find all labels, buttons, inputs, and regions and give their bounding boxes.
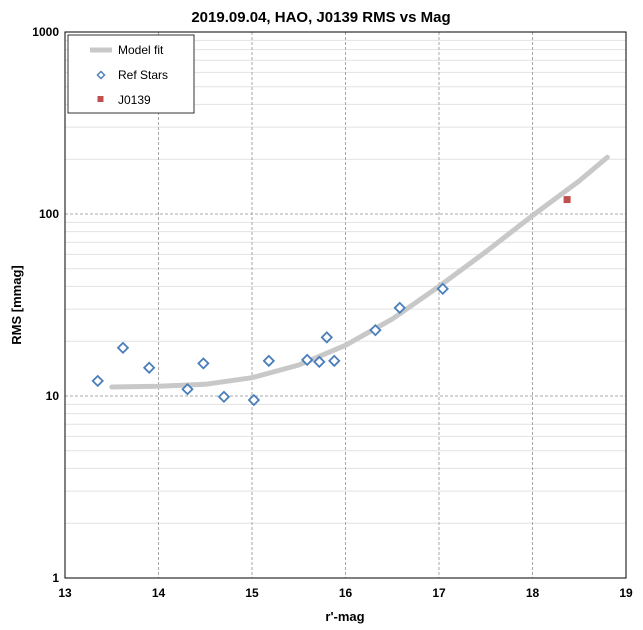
ref-star-point xyxy=(116,341,130,355)
ref-star-point xyxy=(369,323,382,337)
legend-box xyxy=(67,34,195,114)
legend-j0139-swatch xyxy=(97,96,104,102)
x-tick-label: 16 xyxy=(339,586,353,600)
plot-area-border xyxy=(64,31,627,579)
ref-star-point xyxy=(91,374,104,388)
grid xyxy=(65,32,626,578)
x-tick-label: 14 xyxy=(152,586,166,600)
ref-star-point xyxy=(328,354,341,368)
y-tick-label: 1000 xyxy=(32,25,59,39)
legend-model-fit-label: Model fit xyxy=(118,43,164,57)
x-axis-label: r'-mag xyxy=(325,609,364,624)
legend-j0139-label: J0139 xyxy=(118,93,151,107)
model-fit-layer xyxy=(109,154,610,390)
legend-ref-stars-swatch xyxy=(96,70,106,80)
x-tick-label: 15 xyxy=(245,586,259,600)
y-tick-label: 1 xyxy=(52,571,59,585)
x-tick-label: 17 xyxy=(432,586,446,600)
ref-star-point xyxy=(300,353,314,367)
ref-star-point xyxy=(217,390,231,404)
ref-star-point xyxy=(262,354,276,368)
y-axis-label: RMS [mmag] xyxy=(9,265,24,344)
ref-star-point xyxy=(142,361,156,374)
x-tick-label: 19 xyxy=(619,586,633,600)
ref-star-point xyxy=(313,355,326,369)
model-fit-line xyxy=(109,154,610,390)
j0139-point xyxy=(563,196,571,204)
ref-star-point xyxy=(181,382,194,396)
ref-star-point xyxy=(436,282,449,296)
points-layer xyxy=(91,196,571,407)
tick-labels: 13 14 15 16 17 18 19 1 10 100 1000 xyxy=(32,25,633,600)
x-tick-label: 18 xyxy=(526,586,540,600)
ref-star-point xyxy=(393,301,406,315)
chart-title: 2019.09.04, HAO, J0139 RMS vs Mag xyxy=(191,9,450,26)
y-tick-label: 10 xyxy=(46,389,60,403)
legend-ref-stars-label: Ref Stars xyxy=(118,68,168,82)
legend: Model fit Ref Stars J0139 xyxy=(67,34,195,114)
ref-star-point xyxy=(320,331,334,344)
y-tick-label: 100 xyxy=(39,207,59,221)
x-tick-label: 13 xyxy=(58,586,72,600)
ref-star-point xyxy=(247,393,261,407)
ref-star-point xyxy=(197,357,210,370)
